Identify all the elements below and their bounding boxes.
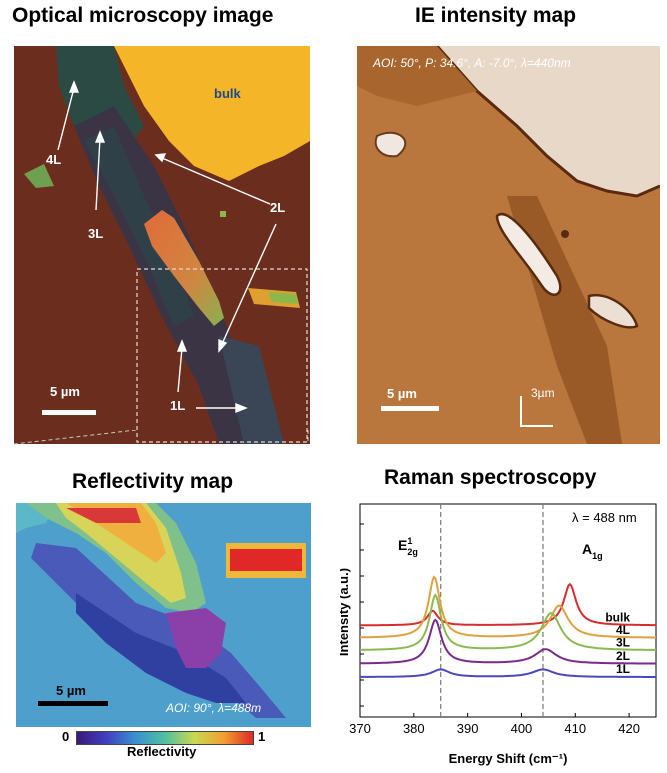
optical-scale-bar	[42, 410, 96, 415]
zoom-connector	[13, 430, 309, 445]
raman-series-1l	[360, 668, 656, 678]
colorbar-label: Reflectivity	[127, 744, 197, 759]
ie-axis-indicator	[520, 396, 553, 427]
raman-series-label-1l: 1L	[616, 662, 630, 676]
colorbar-min: 0	[62, 729, 70, 744]
ie-scale-label-2: 3µm	[531, 386, 555, 400]
colorbar-max: 1	[258, 729, 266, 744]
reflectivity-map-image	[16, 503, 311, 727]
ie-scale-bar	[381, 406, 439, 411]
reflectivity-colorbar	[76, 731, 254, 745]
raman-plot-frame	[359, 503, 657, 718]
raman-series-label-2l: 2L	[616, 649, 630, 663]
ie-scale-label: 5 µm	[387, 386, 417, 401]
ie-map-panel: AOI: 50°, P: 34.6°, A: -7.0°, λ=440nm 5 …	[357, 46, 660, 444]
optical-scale-label: 5 µm	[50, 384, 80, 399]
reflectivity-map-panel: 5 µm AOI: 90°, λ=488m	[16, 503, 311, 727]
peak-a-label: A1g	[582, 541, 603, 561]
raman-xtick-label: 380	[403, 721, 425, 736]
raman-series-4l	[360, 575, 656, 639]
label-1l: 1L	[170, 398, 186, 413]
raman-series-label-bulk: bulk	[605, 610, 630, 624]
peak-e-label: E1 2g	[398, 536, 418, 557]
raman-xtick-label: 370	[349, 721, 371, 736]
raman-chart: 370 380 390 400 410 420 λ = 488 nm E1 2g A1g b…	[340, 503, 657, 766]
optical-image-panel: bulk 4L 3L 2L 1L 5 µm	[14, 46, 310, 444]
label-3l: 3L	[88, 226, 104, 241]
ie-map-params: AOI: 50°, P: 34.6°, A: -7.0°, λ=440nm	[373, 56, 571, 70]
ie-map-image	[357, 46, 660, 444]
raman-xtick-label: 400	[511, 721, 533, 736]
raman-series-bulk	[359, 582, 656, 627]
raman-series-label-4l: 4L	[616, 623, 630, 637]
reflectivity-scale-label: 5 µm	[56, 683, 86, 698]
label-bulk: bulk	[214, 86, 241, 101]
raman-title: Raman spectroscopy	[384, 466, 597, 489]
raman-series-label-3l: 3L	[616, 636, 630, 650]
raman-xtick-label: 420	[618, 721, 640, 736]
reflectivity-params: AOI: 90°, λ=488m	[166, 701, 262, 715]
raman-wavelength: λ = 488 nm	[572, 510, 637, 525]
raman-ylabel: Intensity (a.u.)	[340, 568, 351, 656]
raman-xtick-label: 410	[564, 721, 586, 736]
reflectivity-title: Reflectivity map	[72, 470, 234, 493]
raman-series-3l	[360, 593, 656, 651]
raman-xtick-label: 390	[457, 721, 479, 736]
ie-map-title: IE intensity map	[415, 4, 577, 27]
optical-image	[14, 46, 310, 444]
raman-xlabel: Energy Shift (cm⁻¹)	[449, 751, 568, 766]
label-2l: 2L	[270, 200, 286, 215]
label-4l: 4L	[46, 152, 62, 167]
raman-series-2l	[360, 618, 657, 665]
optical-title: Optical microscopy image	[12, 4, 274, 27]
reflectivity-scale-bar	[38, 701, 108, 706]
